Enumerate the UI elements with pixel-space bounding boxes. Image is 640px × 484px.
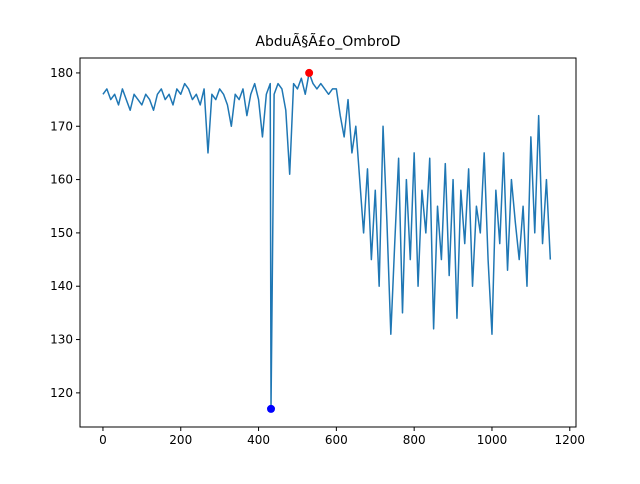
data-line — [102, 72, 552, 410]
extreme-point — [305, 68, 314, 77]
x-tick-label: 0 — [99, 433, 107, 447]
x-tick-label: 200 — [169, 433, 192, 447]
x-tick-label: 1000 — [477, 433, 508, 447]
x-tick-label: 600 — [325, 433, 348, 447]
y-tick-label: 150 — [50, 226, 73, 240]
x-tick-label: 800 — [403, 433, 426, 447]
extreme-point — [267, 404, 276, 413]
x-tick-label: 1200 — [555, 433, 586, 447]
y-tick-label: 120 — [50, 386, 73, 400]
axes-frame — [79, 57, 577, 428]
x-tick-label: 400 — [247, 433, 270, 447]
y-tick-label: 160 — [50, 173, 73, 187]
y-tick-label: 130 — [50, 333, 73, 347]
y-tick-label: 180 — [50, 66, 73, 80]
y-tick-label: 170 — [50, 119, 73, 133]
chart-title: AbduÃ§Ã£o_OmbroD — [255, 33, 400, 50]
y-tick-label: 140 — [50, 279, 73, 293]
